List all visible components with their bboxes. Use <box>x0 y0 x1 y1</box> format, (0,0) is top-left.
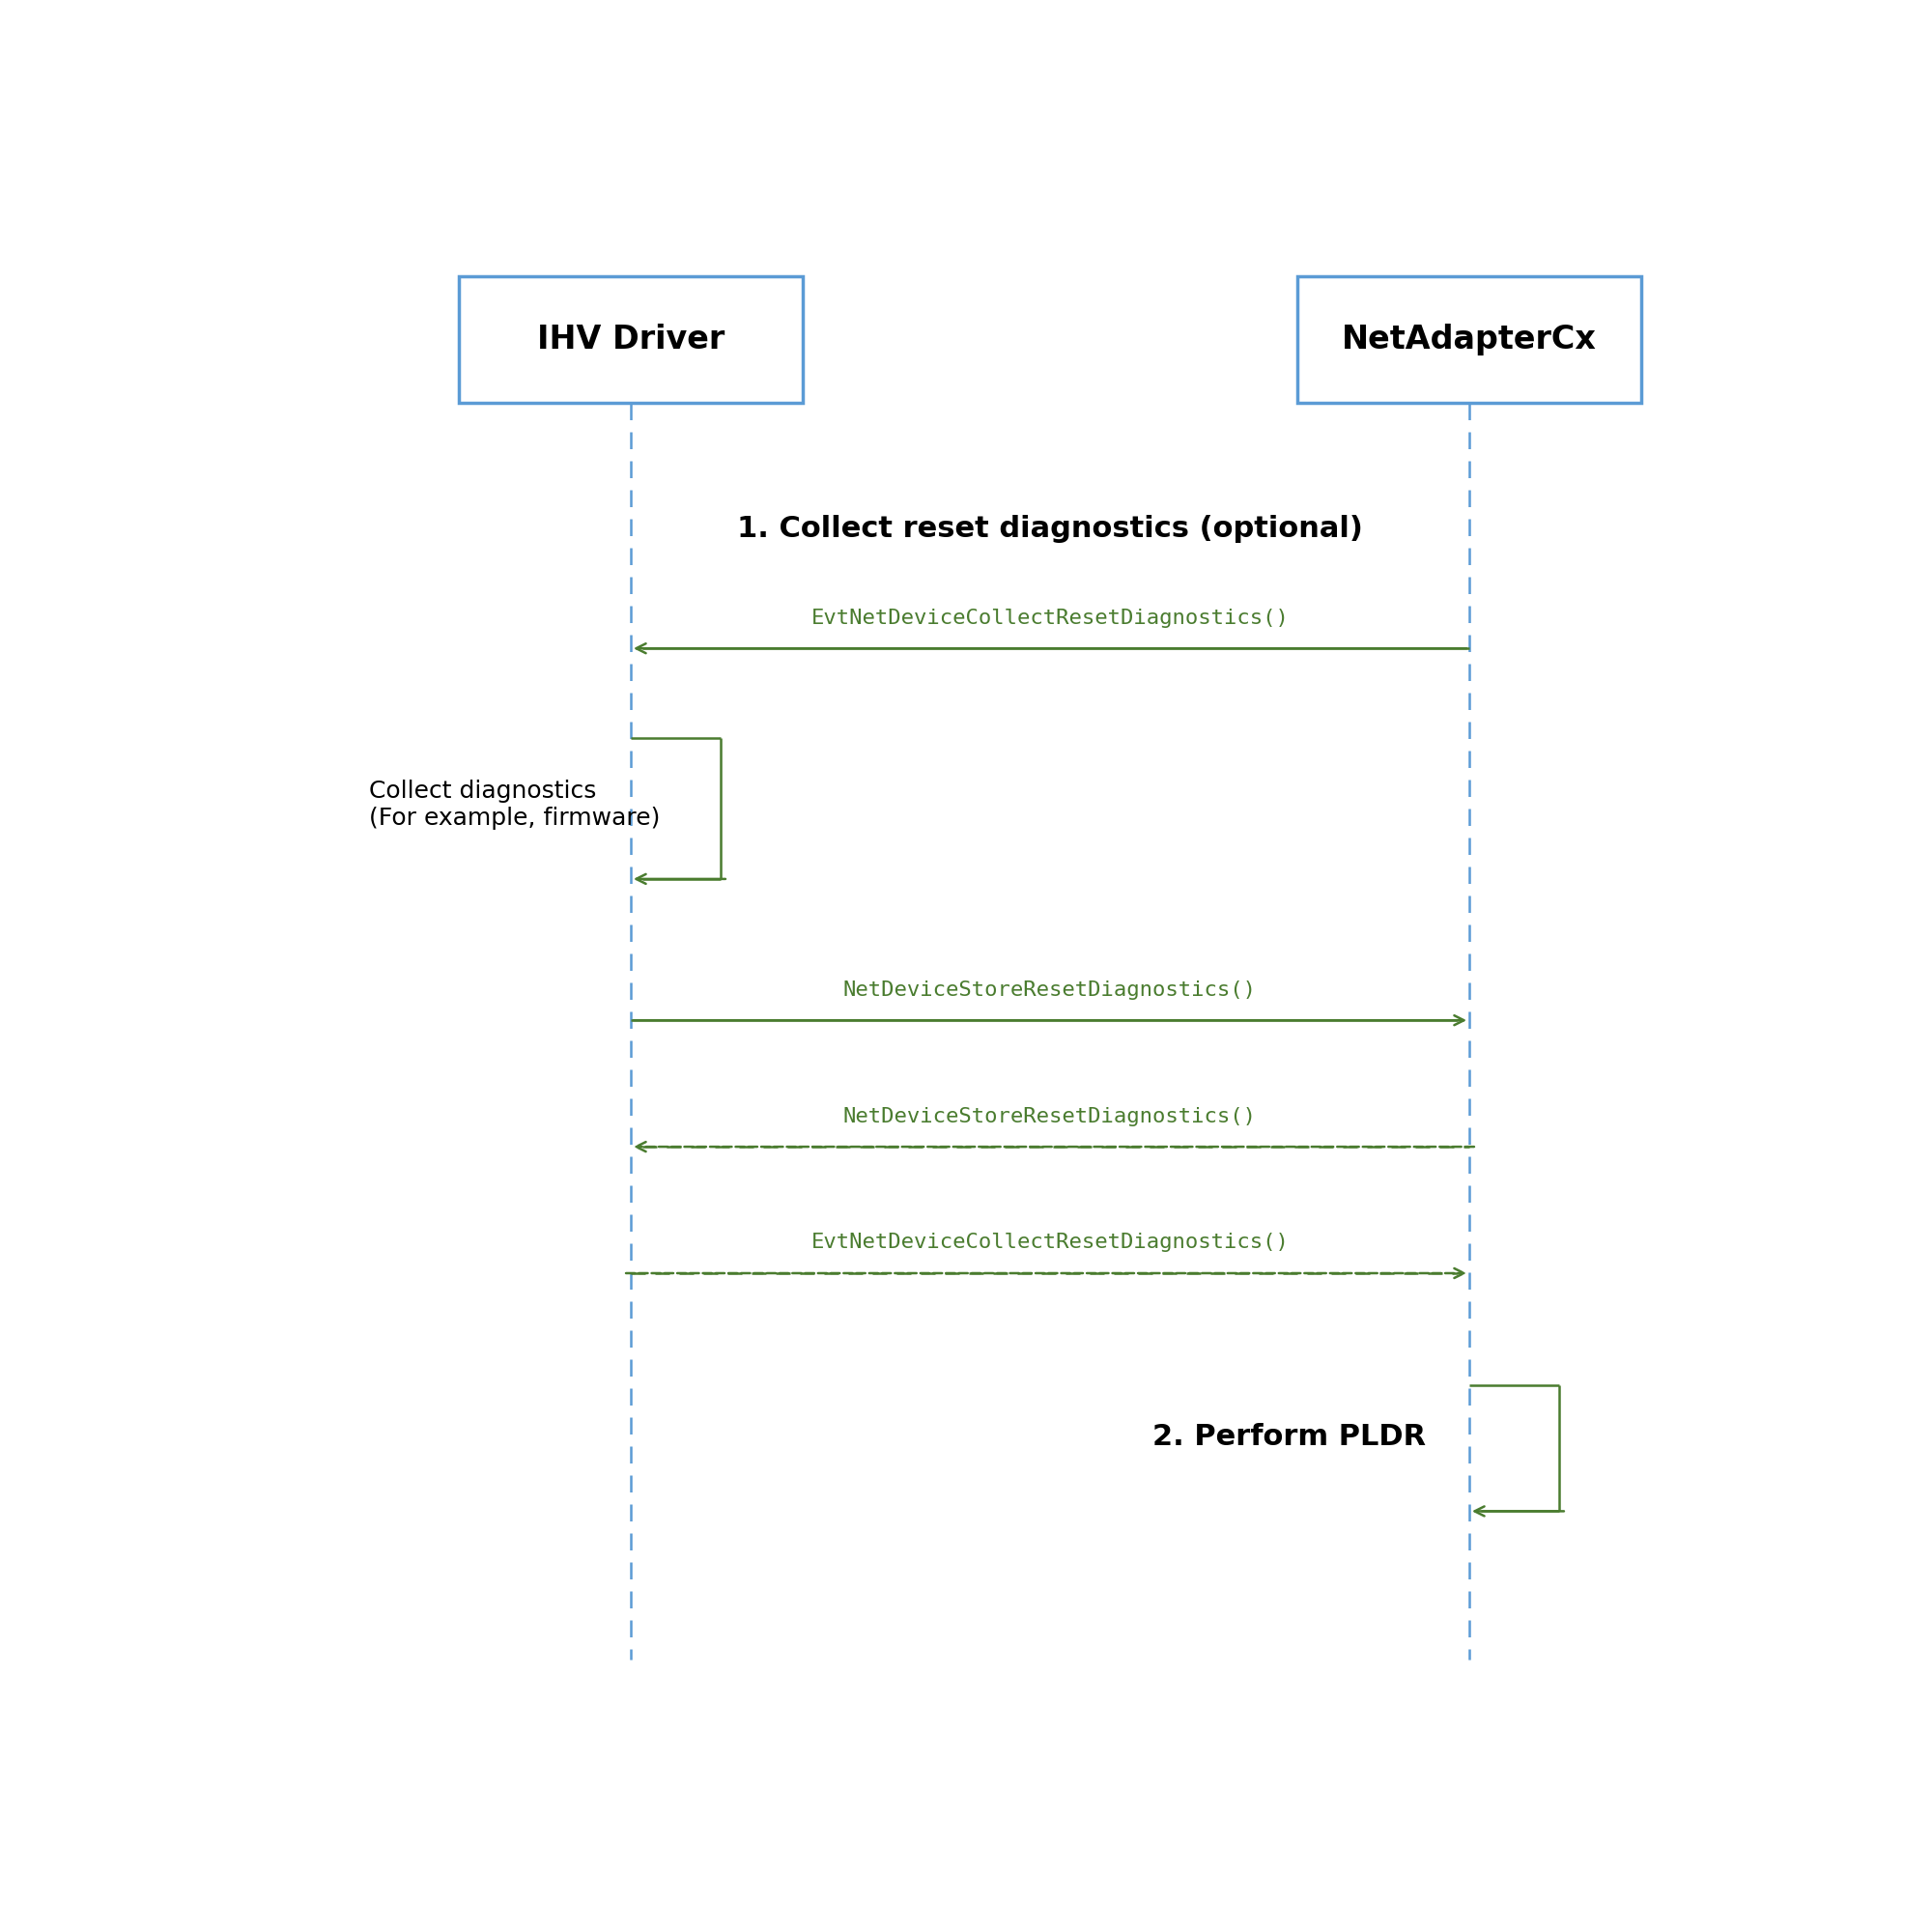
Text: 2. Perform PLDR: 2. Perform PLDR <box>1153 1422 1426 1451</box>
Text: 1. Collect reset diagnostics (optional): 1. Collect reset diagnostics (optional) <box>738 516 1362 543</box>
Text: EvtNetDeviceCollectResetDiagnostics(): EvtNetDeviceCollectResetDiagnostics() <box>811 609 1289 628</box>
Text: EvtNetDeviceCollectResetDiagnostics(): EvtNetDeviceCollectResetDiagnostics() <box>811 1233 1289 1252</box>
Text: IHV Driver: IHV Driver <box>537 325 724 355</box>
Text: NetDeviceStoreResetDiagnostics(): NetDeviceStoreResetDiagnostics() <box>842 1107 1256 1126</box>
Text: NetAdapterCx: NetAdapterCx <box>1343 325 1596 355</box>
FancyBboxPatch shape <box>1296 276 1642 404</box>
Text: Collect diagnostics
(For example, firmware): Collect diagnostics (For example, firmwa… <box>369 779 661 829</box>
FancyBboxPatch shape <box>458 276 804 404</box>
Text: NetDeviceStoreResetDiagnostics(): NetDeviceStoreResetDiagnostics() <box>842 980 1256 999</box>
